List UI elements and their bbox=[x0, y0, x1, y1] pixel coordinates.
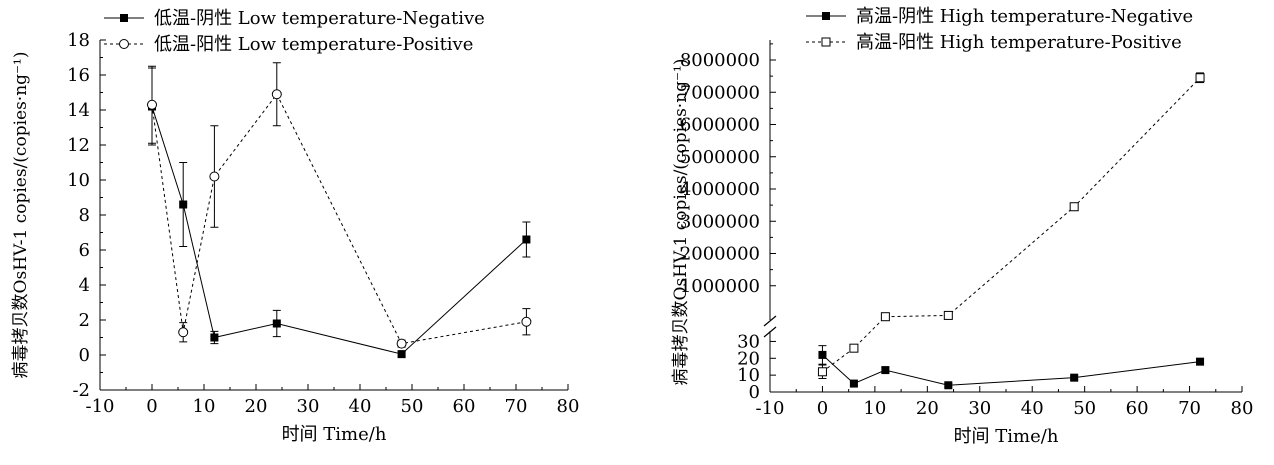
data-point bbox=[849, 379, 858, 388]
x-tick-label: 50 bbox=[401, 396, 424, 417]
data-point bbox=[1195, 73, 1205, 83]
y-tick-label: 20 bbox=[737, 348, 760, 369]
legend-marker-1 bbox=[822, 12, 830, 20]
y-tick-label: 10 bbox=[737, 365, 760, 386]
axis-break-mark bbox=[763, 326, 777, 338]
y-tick-label: 8 bbox=[79, 205, 90, 226]
chart-right: 1000000 2000000 3000000 4000000 5000000 60000… bbox=[640, 0, 1274, 461]
x-tick-label: 80 bbox=[557, 396, 580, 417]
series-1-line bbox=[822, 354, 1201, 386]
y-tick-label: 0 bbox=[79, 345, 90, 366]
chart-right-svg: 1000000 2000000 3000000 4000000 5000000 60000… bbox=[671, 6, 1254, 447]
data-point bbox=[817, 367, 827, 377]
data-point bbox=[397, 350, 406, 359]
y-axis-label: 病毒拷贝数OsHV-1 copies/(copies·ng⁻¹) bbox=[671, 59, 691, 386]
data-point bbox=[881, 366, 890, 375]
y-tick-label: 3000000 bbox=[680, 211, 760, 232]
legend-marker-1 bbox=[120, 14, 128, 22]
data-point bbox=[521, 316, 532, 327]
axis-break-mark bbox=[763, 315, 777, 327]
x-tick-label: 20 bbox=[245, 396, 268, 417]
x-tick-label: 60 bbox=[1126, 398, 1149, 419]
data-point bbox=[818, 350, 827, 359]
x-tick-label: 10 bbox=[863, 398, 886, 419]
x-tick-label: 30 bbox=[968, 398, 991, 419]
x-tick-label: 80 bbox=[1231, 398, 1254, 419]
data-point bbox=[396, 338, 407, 349]
data-point bbox=[147, 99, 157, 110]
x-axis-label: 时间 Time/h bbox=[954, 426, 1059, 447]
data-point bbox=[943, 310, 953, 320]
y-tick-label: 12 bbox=[67, 135, 90, 156]
y-tick-label: 0 bbox=[749, 382, 760, 403]
y-tick-label: 5000000 bbox=[680, 147, 760, 168]
data-point bbox=[271, 89, 282, 100]
y-tick-label: 10 bbox=[67, 170, 90, 191]
series-1-line bbox=[151, 106, 527, 355]
chart-left-svg: -2 0 2 4 6 8 10 12 14 16 18 -10 0 10 20 30 40 50 60 70 80 时间 … bbox=[11, 8, 580, 445]
series-2-line bbox=[822, 77, 1201, 373]
x-tick-label: 0 bbox=[817, 398, 828, 419]
data-point bbox=[1069, 202, 1079, 212]
legend-marker-2 bbox=[821, 37, 831, 47]
y-tick-label: 6 bbox=[79, 240, 90, 261]
y-tick-label: 16 bbox=[67, 65, 90, 86]
y-tick-label: 30 bbox=[737, 331, 760, 352]
series-2-line bbox=[151, 93, 527, 345]
legend-label-2: 低温-阳性 Low temperature-Positive bbox=[154, 34, 473, 55]
data-point bbox=[522, 235, 531, 244]
y-tick-label: 14 bbox=[67, 100, 90, 121]
legend-label-1: 低温-阴性 Low temperature-Negative bbox=[154, 8, 485, 29]
y-tick-label: -2 bbox=[72, 380, 90, 401]
series-1 bbox=[818, 345, 1205, 390]
x-tick-label: 40 bbox=[1021, 398, 1044, 419]
data-point bbox=[880, 312, 890, 322]
y-axis-label: 病毒拷贝数OsHV-1 copies/(copies·ng⁻¹) bbox=[11, 52, 31, 379]
y-tick-label: 2000000 bbox=[680, 244, 760, 265]
data-point bbox=[209, 171, 220, 182]
y-tick-label: 8000000 bbox=[680, 50, 760, 71]
y-tick-label: 7000000 bbox=[680, 82, 760, 103]
data-point bbox=[1070, 373, 1079, 382]
data-point bbox=[1196, 357, 1205, 366]
legend-label-2: 高温-阳性 High temperature-Positive bbox=[856, 32, 1182, 53]
legend-marker-2 bbox=[119, 39, 129, 49]
y-tick-label: 4000000 bbox=[680, 179, 760, 200]
x-tick-label: 40 bbox=[349, 396, 372, 417]
y-tick-label: 1000000 bbox=[680, 276, 760, 297]
y-tick-label: 2 bbox=[79, 310, 90, 331]
data-point bbox=[272, 319, 281, 328]
data-point bbox=[849, 343, 859, 353]
y-tick-label: 6000000 bbox=[680, 115, 760, 136]
y-tick-label: 4 bbox=[79, 275, 90, 296]
x-tick-label: 30 bbox=[297, 396, 320, 417]
x-tick-label: 70 bbox=[1178, 398, 1201, 419]
x-tick-label: 50 bbox=[1073, 398, 1096, 419]
x-tick-label: 20 bbox=[916, 398, 939, 419]
x-tick-label: 60 bbox=[453, 396, 476, 417]
y-tick-label: 18 bbox=[67, 30, 90, 51]
legend-label-1: 高温-阴性 High temperature-Negative bbox=[856, 6, 1193, 27]
data-point bbox=[178, 327, 189, 338]
data-point bbox=[944, 381, 953, 390]
x-tick-label: 10 bbox=[193, 396, 216, 417]
x-tick-label: 0 bbox=[146, 396, 157, 417]
data-point bbox=[179, 200, 188, 209]
x-axis-label: 时间 Time/h bbox=[282, 424, 387, 445]
series-2 bbox=[147, 62, 532, 349]
series-2 bbox=[817, 72, 1205, 380]
x-tick-label: -10 bbox=[86, 396, 115, 417]
x-tick-label: -10 bbox=[756, 398, 785, 419]
chart-left: -2 0 2 4 6 8 10 12 14 16 18 -10 0 10 20 30 40 50 60 70 80 时间 … bbox=[0, 0, 630, 461]
x-tick-label: 70 bbox=[505, 396, 528, 417]
series-1 bbox=[148, 67, 531, 359]
data-point bbox=[210, 333, 219, 342]
